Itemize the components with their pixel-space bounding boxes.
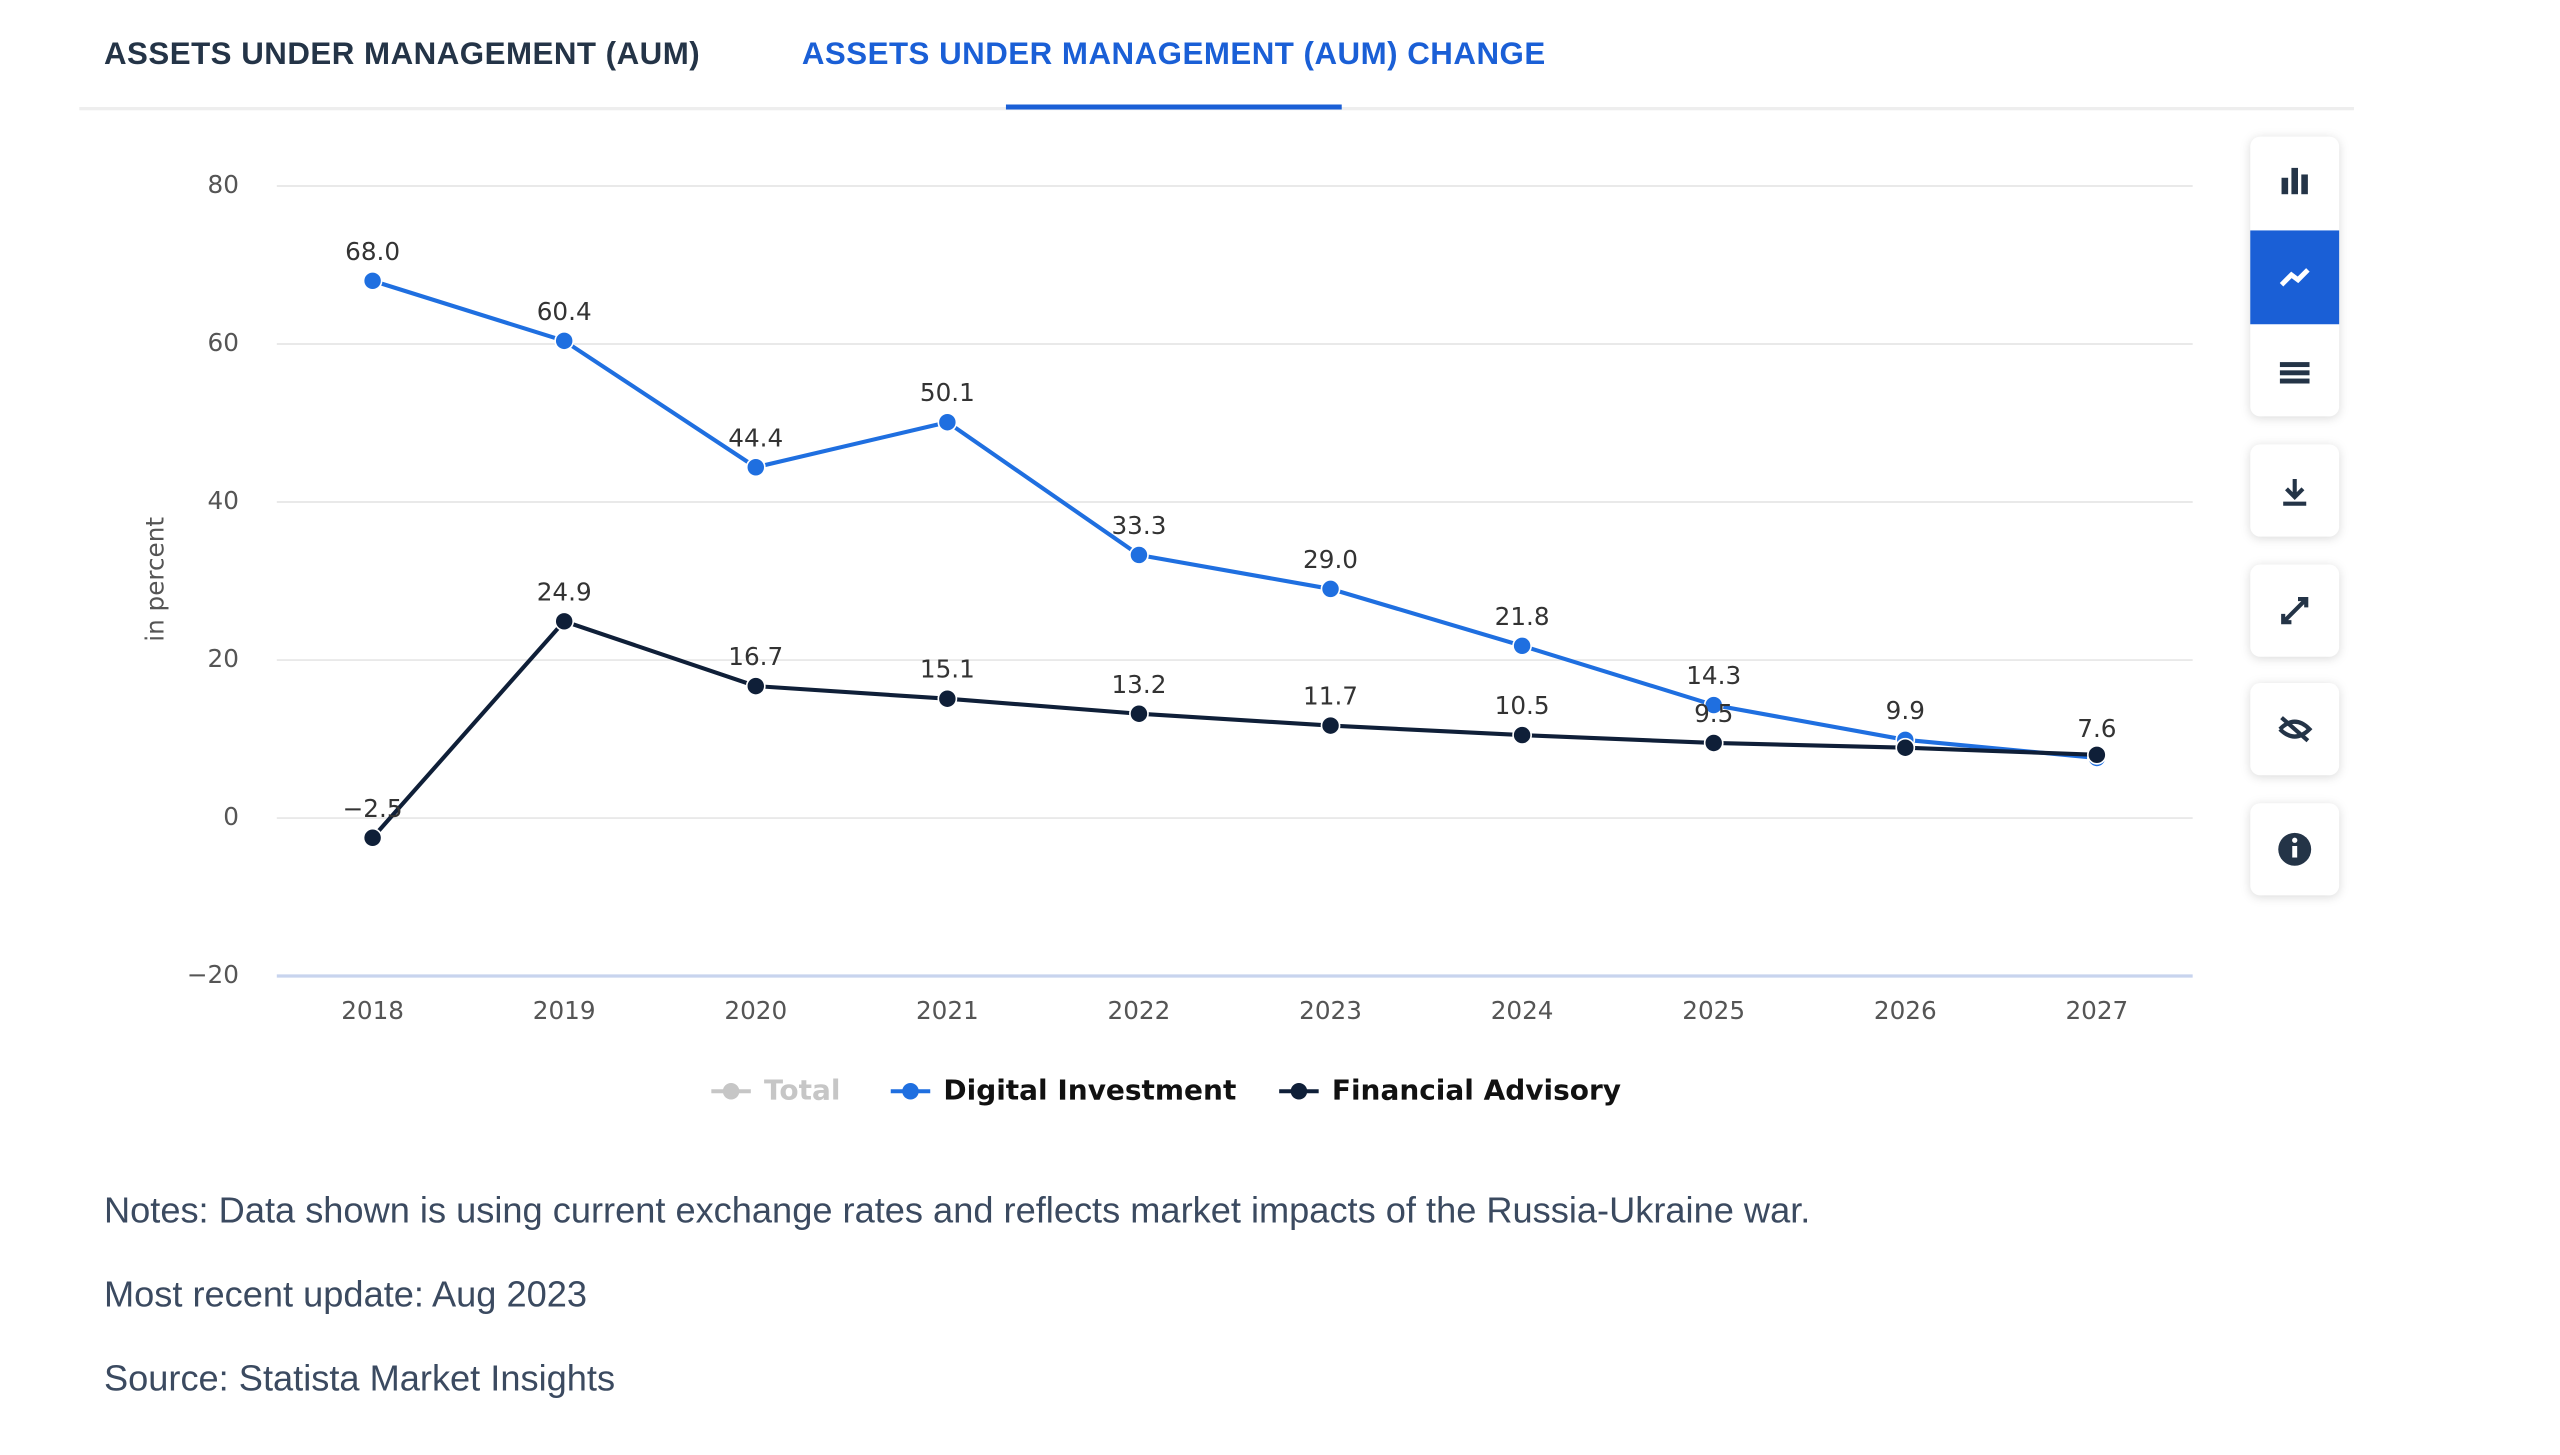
data-point: [362, 270, 383, 291]
x-tick-label: 2018: [341, 996, 404, 1025]
data-label: 13.2: [1111, 670, 1166, 699]
x-tick-label: 2027: [2065, 996, 2128, 1025]
data-label: 9.5: [1694, 699, 1733, 728]
button-bar[interactable]: [2281, 167, 2308, 195]
data-point: [554, 611, 575, 632]
icon-info-stem: [2292, 846, 2298, 858]
series-line: [371, 618, 2097, 840]
data-point: [1129, 703, 1149, 724]
legend-swatch: [1290, 1083, 1308, 1100]
data-point: [1512, 725, 1532, 745]
data-label: 50.1: [920, 378, 975, 407]
y-tick-label: 40: [208, 486, 239, 515]
y-tick-label: 80: [208, 170, 239, 199]
data-label: 15.1: [920, 655, 975, 684]
data-point: [1129, 545, 1149, 565]
data-label: 11.7: [1303, 682, 1358, 711]
data-label: 7.6: [2077, 714, 2116, 743]
x-tick-label: 2021: [916, 996, 979, 1025]
data-point: [937, 412, 958, 433]
data-label: 29.0: [1303, 545, 1358, 574]
data-point: [1320, 579, 1341, 599]
tab[interactable]: ASSETS UNDER MANAGEMENT (AUM): [104, 36, 700, 71]
button-table[interactable]: [2279, 362, 2310, 384]
series-line: [371, 278, 2098, 761]
button-line-icon: [2279, 268, 2310, 287]
data-label: 10.5: [1495, 691, 1550, 720]
data-point: [1703, 695, 1724, 715]
legend-label[interactable]: Total: [764, 1073, 840, 1106]
icon-download: [2283, 478, 2307, 506]
data-label: 60.4: [537, 297, 592, 326]
data-label: 21.8: [1495, 602, 1550, 631]
data-label: 33.3: [1111, 511, 1166, 540]
y-tick-label: −20: [187, 960, 239, 989]
note: Notes: Data shown is using current excha…: [104, 1190, 1810, 1231]
x-tick-label: 2019: [533, 996, 596, 1025]
x-tick-label: 2020: [724, 996, 787, 1025]
data-point: [554, 330, 575, 351]
y-tick-label: 60: [208, 328, 239, 357]
icon-fullscreen: [2281, 597, 2309, 625]
note: Most recent update: Aug 2023: [104, 1274, 587, 1315]
legend-label[interactable]: Financial Advisory: [1332, 1073, 1621, 1106]
legend-swatch: [902, 1083, 919, 1100]
data-label: −2.5: [343, 794, 403, 823]
data-label: 14.3: [1686, 661, 1741, 690]
x-tick-label: 2024: [1491, 996, 1554, 1025]
data-label: 9.9: [1886, 696, 1925, 725]
x-tick-label: 2023: [1299, 996, 1362, 1025]
x-tick-label: 2026: [1874, 996, 1937, 1025]
data-point: [937, 688, 958, 709]
x-tick-label: 2025: [1682, 996, 1745, 1025]
data-point: [1512, 635, 1532, 656]
icon-info-dot: [2292, 837, 2298, 843]
data-point: [1703, 733, 1724, 753]
x-tick-label: 2022: [1108, 996, 1171, 1025]
toolbar: [2250, 136, 2340, 896]
legend-swatch: [722, 1083, 740, 1100]
data-point: [745, 676, 766, 696]
legend-label[interactable]: Digital Investment: [943, 1073, 1236, 1106]
y-tick-label: 20: [208, 644, 239, 673]
note: Source: Statista Market Insights: [104, 1357, 615, 1398]
data-label: 24.9: [537, 577, 592, 606]
y-axis-label: in percent: [141, 517, 170, 642]
data-point: [2086, 744, 2107, 765]
data-point: [1320, 715, 1341, 736]
y-tick-label: 0: [223, 802, 239, 831]
data-point: [1895, 737, 1916, 758]
data-label: 68.0: [345, 237, 400, 266]
icon-hide: [2278, 716, 2313, 743]
data-point: [362, 827, 383, 848]
data-point: [745, 457, 766, 478]
data-label: 16.7: [728, 642, 783, 671]
tab-active[interactable]: ASSETS UNDER MANAGEMENT (AUM) CHANGE: [802, 36, 1546, 71]
data-label: 44.4: [728, 423, 783, 452]
